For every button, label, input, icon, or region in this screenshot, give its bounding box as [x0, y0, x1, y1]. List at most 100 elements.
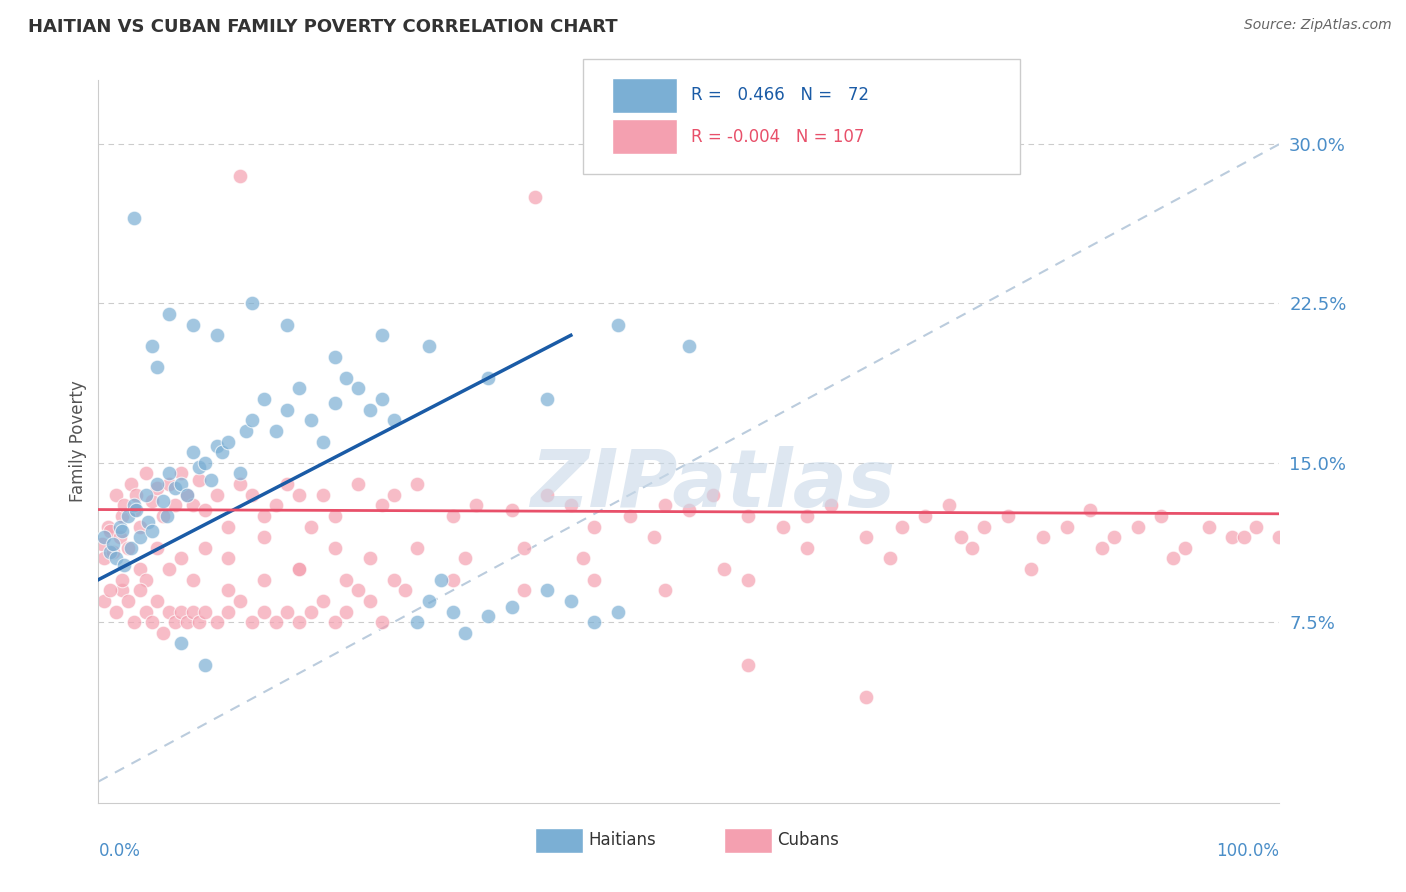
Point [117, 508, 139, 523]
Point [1233, 530, 1256, 544]
Point [371, 615, 394, 630]
Point [240, 413, 263, 427]
Text: HAITIAN VS CUBAN FAMILY POVERTY CORRELATION CHART: HAITIAN VS CUBAN FAMILY POVERTY CORRELAT… [28, 18, 617, 36]
Point [441, 573, 464, 587]
Point [501, 502, 523, 516]
Point [181, 498, 204, 512]
FancyBboxPatch shape [724, 828, 772, 854]
Point [359, 551, 381, 566]
Point [200, 473, 222, 487]
Point [187, 473, 209, 487]
Point [157, 467, 180, 481]
Point [135, 573, 157, 587]
Y-axis label: Family Poverty: Family Poverty [69, 381, 87, 502]
Point [187, 460, 209, 475]
Point [122, 498, 145, 512]
Point [323, 350, 346, 364]
Point [583, 573, 606, 587]
Point [914, 508, 936, 523]
Point [128, 583, 150, 598]
Point [229, 169, 252, 183]
Point [737, 657, 759, 672]
Point [217, 583, 239, 598]
Point [796, 508, 818, 523]
Point [702, 488, 724, 502]
Point [229, 594, 252, 608]
Point [176, 615, 198, 630]
Point [1126, 519, 1149, 533]
Point [560, 498, 582, 512]
Text: R =   0.466   N =   72: R = 0.466 N = 72 [692, 87, 869, 104]
Point [737, 573, 759, 587]
Point [536, 583, 558, 598]
Point [194, 502, 217, 516]
Point [288, 488, 311, 502]
Point [276, 402, 298, 417]
Point [406, 615, 429, 630]
Point [1161, 551, 1184, 566]
FancyBboxPatch shape [612, 120, 678, 154]
Point [879, 551, 901, 566]
Point [820, 498, 842, 512]
Point [93, 594, 115, 608]
Point [181, 318, 204, 332]
Point [240, 488, 263, 502]
Point [217, 551, 239, 566]
Point [299, 605, 322, 619]
Point [146, 594, 169, 608]
Point [240, 615, 263, 630]
Point [205, 328, 228, 343]
Point [91, 536, 114, 550]
Point [359, 402, 381, 417]
Point [181, 605, 204, 619]
Point [152, 494, 174, 508]
Point [141, 494, 163, 508]
Point [165, 481, 187, 495]
Point [997, 508, 1019, 523]
Point [571, 551, 593, 566]
Point [187, 615, 209, 630]
Point [453, 625, 475, 640]
Point [253, 605, 276, 619]
Point [156, 508, 179, 523]
Point [359, 594, 381, 608]
Point [323, 541, 346, 555]
Point [253, 508, 276, 523]
Point [713, 562, 735, 576]
Point [382, 413, 405, 427]
Point [583, 519, 606, 533]
Point [512, 541, 534, 555]
Point [152, 625, 174, 640]
Point [194, 657, 217, 672]
Point [1091, 541, 1114, 555]
Point [122, 211, 145, 226]
Point [583, 615, 606, 630]
Point [418, 339, 440, 353]
Point [560, 594, 582, 608]
Point [1150, 508, 1173, 523]
Point [394, 583, 416, 598]
Point [205, 439, 228, 453]
Point [181, 573, 204, 587]
Point [347, 477, 370, 491]
Point [135, 605, 157, 619]
Point [101, 536, 124, 550]
Point [146, 477, 169, 491]
Point [205, 488, 228, 502]
Point [128, 562, 150, 576]
Point [170, 477, 193, 491]
Point [112, 498, 135, 512]
Point [607, 318, 630, 332]
Point [105, 551, 128, 566]
Point [619, 508, 641, 523]
Point [465, 498, 488, 512]
Point [678, 502, 700, 516]
Point [157, 477, 180, 491]
Point [122, 502, 145, 516]
Point [938, 498, 960, 512]
Point [371, 328, 394, 343]
Point [135, 467, 157, 481]
Point [111, 573, 134, 587]
Text: Cubans: Cubans [778, 831, 839, 849]
Text: Haitians: Haitians [589, 831, 657, 849]
